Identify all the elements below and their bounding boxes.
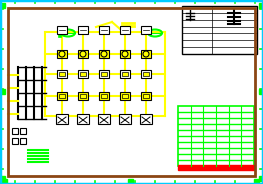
Bar	[59, 94, 65, 98]
Bar	[119, 114, 131, 124]
Circle shape	[59, 51, 65, 57]
Bar	[59, 72, 65, 76]
Bar	[12, 128, 18, 134]
Bar	[0, 176, 5, 181]
Bar	[58, 27, 61, 37]
Bar	[182, 6, 257, 54]
Bar	[254, 179, 259, 184]
Bar	[20, 138, 26, 144]
Bar	[128, 179, 133, 184]
Bar	[12, 138, 18, 144]
Circle shape	[101, 51, 107, 57]
Bar	[78, 26, 88, 34]
Bar	[20, 128, 26, 134]
Bar	[78, 92, 88, 100]
Bar	[57, 92, 67, 100]
Bar	[57, 50, 67, 58]
Bar	[0, 3, 5, 8]
Bar	[178, 165, 254, 170]
Bar	[141, 92, 151, 100]
Bar	[141, 50, 151, 58]
Bar	[140, 114, 152, 124]
Bar	[57, 26, 67, 34]
Circle shape	[122, 51, 128, 57]
Bar	[120, 92, 130, 100]
Bar	[259, 89, 263, 94]
Bar	[99, 26, 109, 34]
Bar	[57, 70, 67, 78]
Circle shape	[80, 51, 86, 57]
Bar	[99, 70, 109, 78]
Bar	[56, 114, 68, 124]
Bar	[101, 72, 107, 76]
Bar	[141, 26, 151, 34]
Bar	[143, 72, 149, 76]
Bar	[259, 176, 263, 181]
Circle shape	[143, 51, 149, 57]
Bar	[178, 106, 254, 166]
Bar	[2, 179, 7, 184]
Bar	[99, 92, 109, 100]
Bar	[120, 70, 130, 78]
Bar	[122, 94, 128, 98]
Bar	[143, 94, 149, 98]
Bar	[80, 72, 86, 76]
Bar	[78, 70, 88, 78]
Bar	[120, 26, 130, 34]
Bar	[77, 114, 89, 124]
Bar	[0, 89, 5, 94]
Bar	[141, 70, 151, 78]
Bar	[99, 50, 109, 58]
Bar	[101, 94, 107, 98]
Bar	[259, 3, 263, 8]
Bar	[98, 114, 110, 124]
Bar	[122, 72, 128, 76]
Bar	[80, 94, 86, 98]
Bar	[78, 50, 88, 58]
Bar	[120, 50, 130, 58]
